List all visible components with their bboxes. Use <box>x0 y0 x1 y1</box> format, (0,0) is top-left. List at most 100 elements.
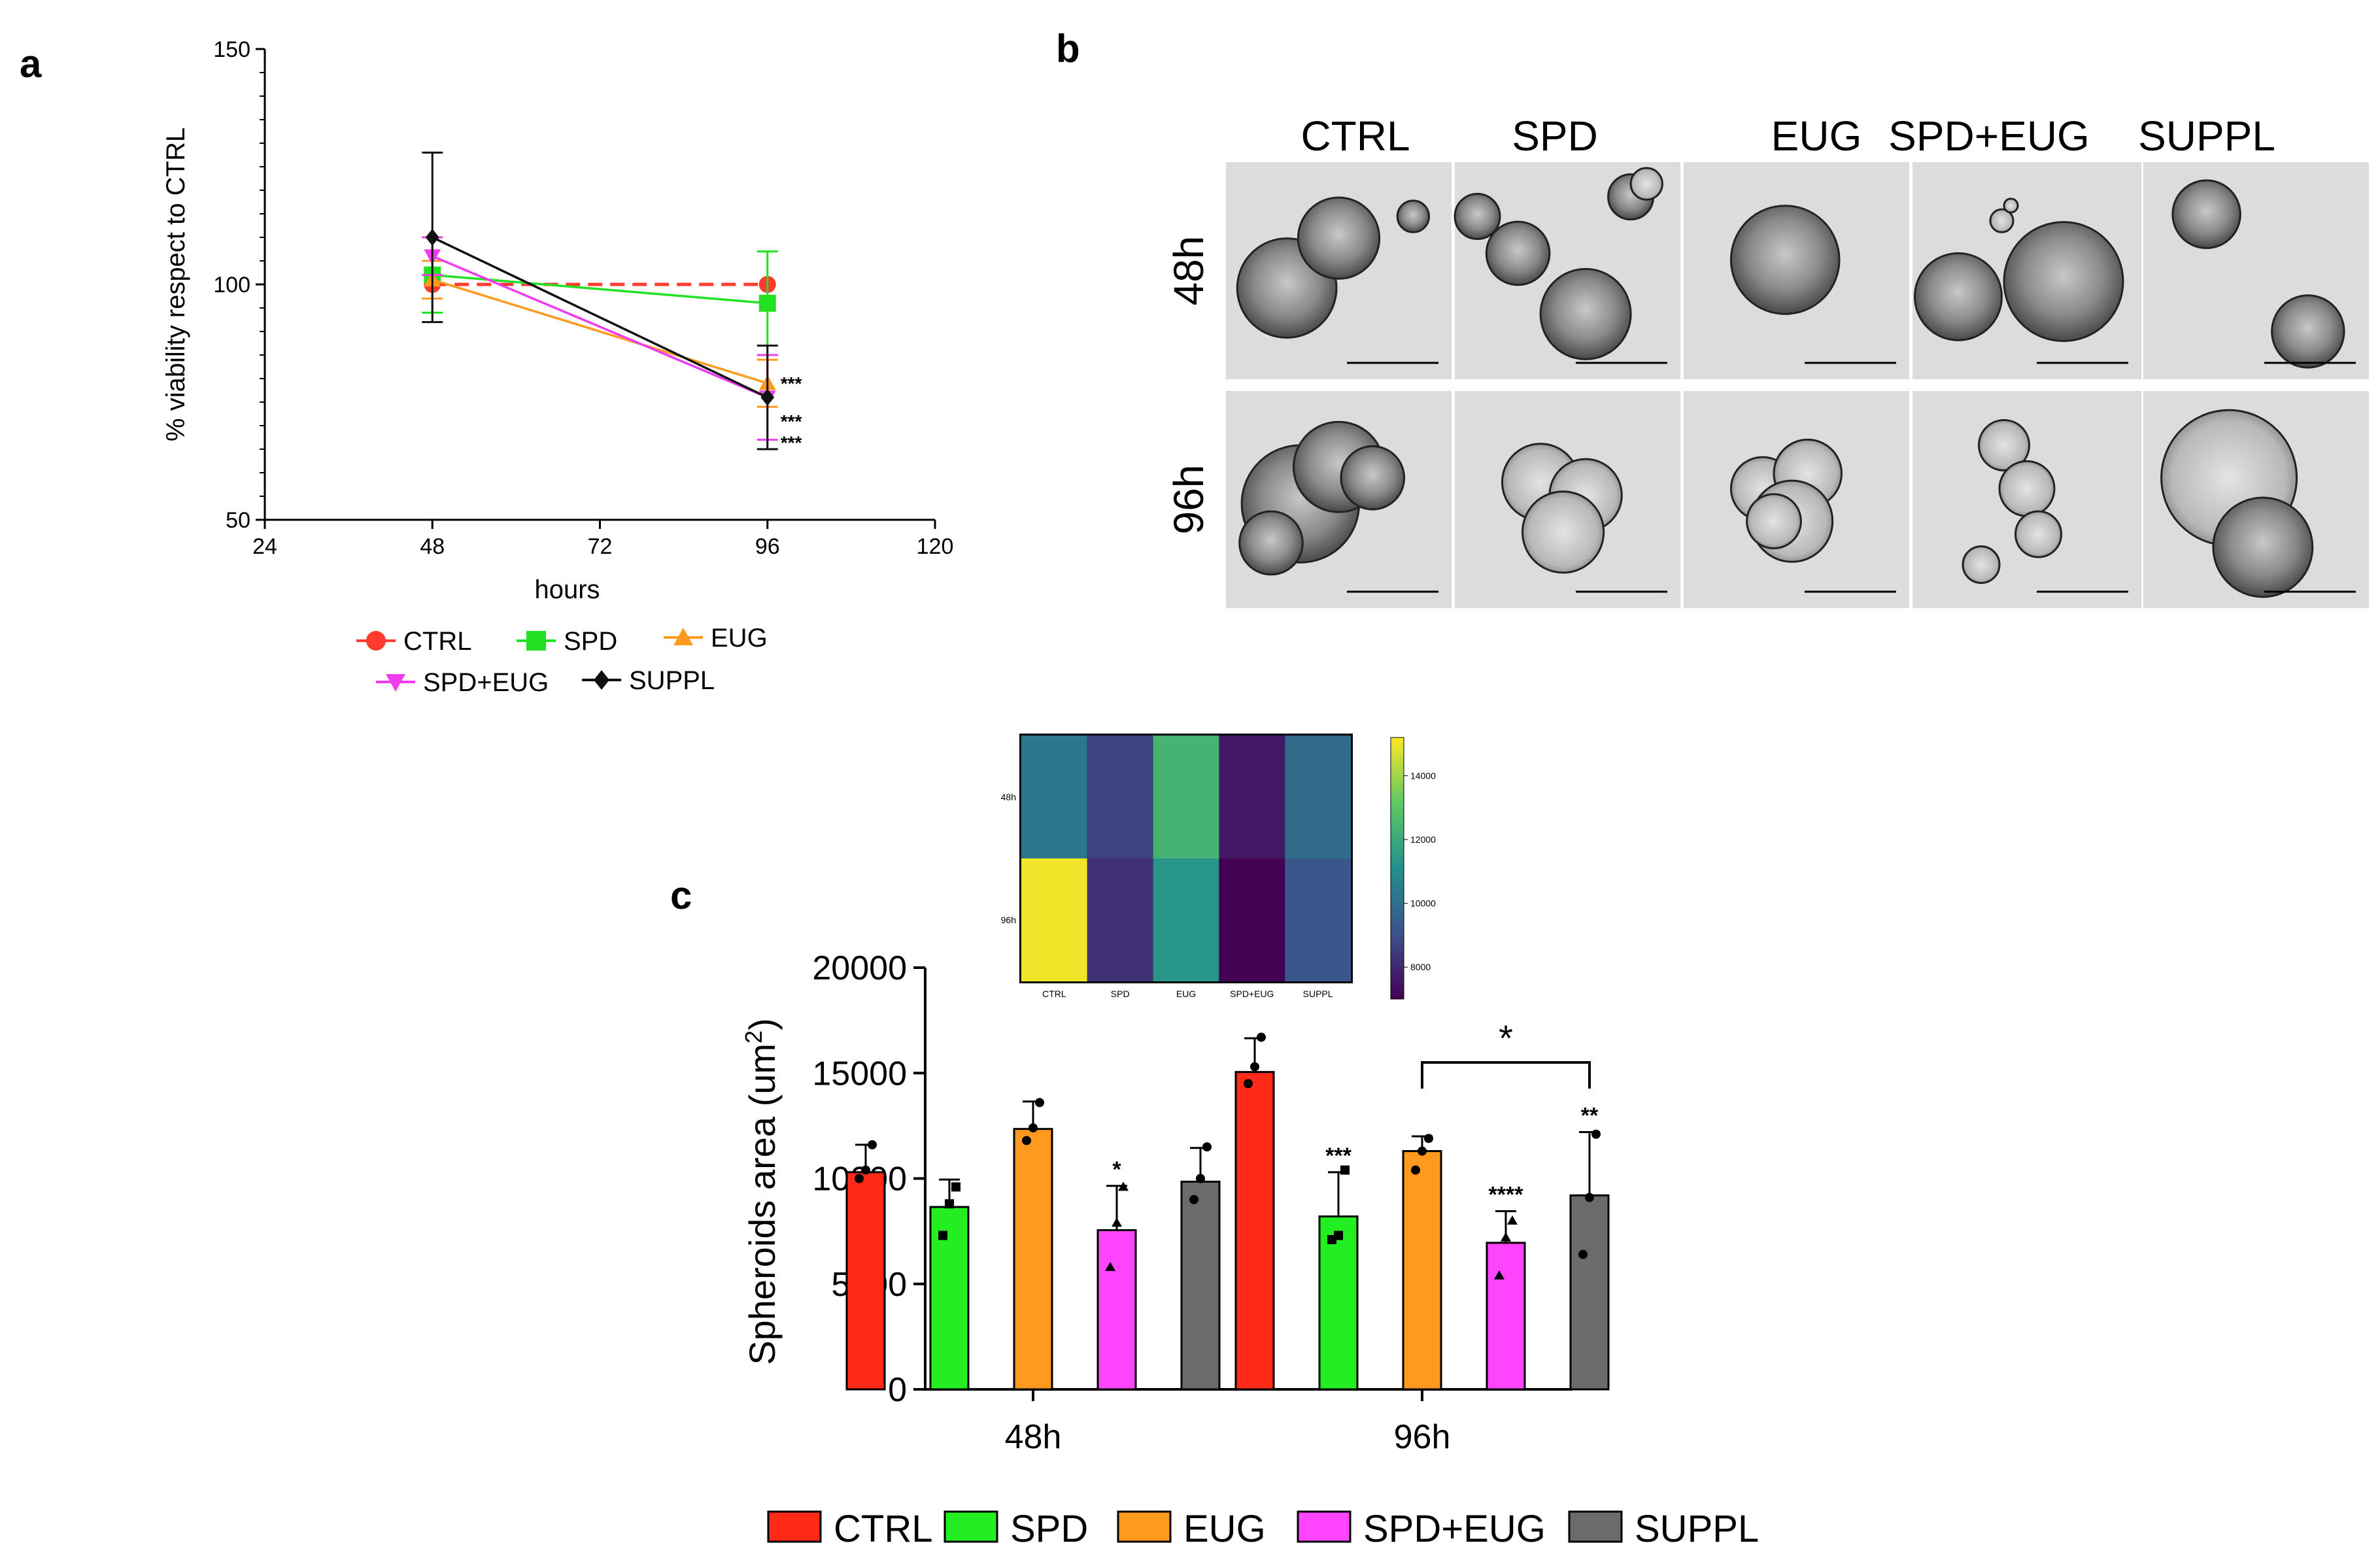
replicate-point <box>1250 1062 1259 1072</box>
legend-label: SUPPL <box>1635 1508 1759 1550</box>
spheroid <box>1485 220 1551 286</box>
replicate-point <box>1035 1098 1044 1108</box>
series-line-SPD <box>432 273 768 305</box>
colorbar-tick-label: 10000 <box>1410 898 1436 909</box>
significance-label: *** <box>781 411 802 432</box>
heatmap-cell <box>1285 858 1351 981</box>
replicate-point <box>1340 1165 1350 1175</box>
x-axis-title: hours <box>534 575 600 604</box>
spheroid <box>1522 490 1605 574</box>
significance-label: *** <box>781 373 802 394</box>
column-title: SUPPL <box>2138 112 2275 160</box>
x-tick-label: 48 <box>420 534 445 559</box>
bar-CTRL-96h <box>1234 1071 1275 1391</box>
significance-label: *** <box>1325 1144 1352 1168</box>
bar-SUPPL-96h <box>1569 1194 1610 1391</box>
spheroid <box>1238 510 1304 576</box>
legend-marker-CTRL <box>366 631 386 651</box>
spheroid <box>2014 510 2062 558</box>
spheroid <box>2212 496 2314 598</box>
bar-EUG-96h <box>1402 1150 1442 1391</box>
replicate-point <box>868 1140 877 1149</box>
panel-a: a 24 48 72 96 120 50 100 150 hours % viability re… <box>20 37 953 697</box>
legend-marker-EUG <box>673 628 693 645</box>
column-title: EUG <box>1771 112 1862 160</box>
panel-b: b CTRL SPD EUG SPD+EUG SUPPL 48h 96h <box>1056 27 2369 608</box>
heatmap-cell <box>1219 858 1285 981</box>
heatmap-cell <box>1087 736 1153 858</box>
spheroid <box>2271 294 2345 369</box>
legend-swatch-SUPPL <box>1568 1510 1623 1543</box>
replicate-point <box>1189 1195 1198 1204</box>
significance-bracket <box>1421 1061 1591 1089</box>
heatmap-cell <box>1021 736 1087 858</box>
y-axis-title-end: ) <box>741 1018 783 1030</box>
colorbar-tick-label: 8000 <box>1410 962 1431 972</box>
y-axis-title: % viability respect to CTRL <box>162 127 190 441</box>
replicate-point <box>951 1182 960 1192</box>
panel-c-bars: *********** <box>845 1017 1610 1391</box>
legend-marker-SPD+EUG <box>386 674 405 692</box>
spheroid <box>1978 419 2030 471</box>
spheroid <box>1914 252 2003 341</box>
replicate-point <box>855 1174 864 1183</box>
x-tick-label: 96 <box>755 534 780 559</box>
legend-label: SPD+EUG <box>1363 1508 1546 1550</box>
replicate-point <box>1424 1134 1433 1144</box>
replicate-point <box>1507 1215 1518 1225</box>
replicate-point <box>945 1199 954 1209</box>
spheroid <box>1396 199 1431 233</box>
replicate-point <box>1028 1123 1038 1133</box>
replicate-point <box>1501 1232 1511 1242</box>
y-tick-label: 100 <box>213 273 250 297</box>
spheroid <box>1962 545 2001 585</box>
data-point-SUPPL <box>425 229 439 246</box>
bar-SPD-96h <box>1318 1215 1359 1391</box>
replicate-point <box>1591 1129 1601 1139</box>
legend-label: EUG <box>1183 1508 1266 1550</box>
x-tick-label: 96h <box>1394 1418 1451 1456</box>
heatmap-col-label: SUPPL <box>1303 989 1333 999</box>
column-title: CTRL <box>1300 112 1410 160</box>
heatmap-cell <box>1021 858 1087 981</box>
data-point-SUPPL <box>760 388 775 406</box>
heatmap-inset: 48h 96h CTRL SPD EUG SPD+EUG SUPPL 14000 12000 10… <box>1001 734 1436 1000</box>
y-tick-label: 0 <box>888 1371 907 1409</box>
significance-label: *** <box>781 433 802 453</box>
significance-label: ** <box>1581 1104 1599 1128</box>
colorbar <box>1390 737 1404 1000</box>
y-axis-title-main: Spheroids area (um <box>741 1043 783 1365</box>
y-tick-label: 15000 <box>812 1055 907 1093</box>
panel-a-axes: 24 48 72 96 120 50 100 150 hours % viability resp… <box>162 37 953 604</box>
replicate-point <box>1494 1270 1504 1280</box>
spheroid <box>1539 267 1632 360</box>
spheroid <box>2003 197 2019 214</box>
bar-SPD-48h <box>929 1206 970 1391</box>
legend-label: EUG <box>711 624 768 653</box>
legend-swatch-EUG <box>1117 1510 1172 1543</box>
heatmap-cell <box>1153 858 1219 981</box>
x-tick-label: 120 <box>917 534 954 559</box>
panel-b-letter: b <box>1056 27 1080 71</box>
legend-label: CTRL <box>834 1508 932 1550</box>
data-point-SPD <box>758 294 776 312</box>
legend-label: SPD <box>1010 1508 1088 1550</box>
heatmap-col-label: SPD <box>1111 989 1130 999</box>
replicate-point <box>1118 1181 1129 1191</box>
heatmap-row-label: 96h <box>1001 915 1016 925</box>
legend-label: CTRL <box>403 627 471 656</box>
y-tick-label: 20000 <box>812 949 907 987</box>
spheroid <box>2171 179 2241 249</box>
bracket-label: * <box>1499 1017 1513 1059</box>
bar-SPD+EUG-48h <box>1096 1229 1137 1391</box>
series-line-SUPPL <box>432 236 768 399</box>
column-title: SPD <box>1512 112 1598 160</box>
heatmap-cell <box>1219 736 1285 858</box>
panel-c-legend: CTRL SPD EUG SPD+EUG SUPPL <box>767 1508 1759 1550</box>
replicate-point <box>1411 1165 1420 1175</box>
row-title: 96h <box>1165 465 1212 535</box>
replicate-point <box>1202 1142 1212 1152</box>
replicate-point <box>1112 1217 1122 1227</box>
y-axis-title: Spheroids area (um2) <box>740 1018 783 1365</box>
